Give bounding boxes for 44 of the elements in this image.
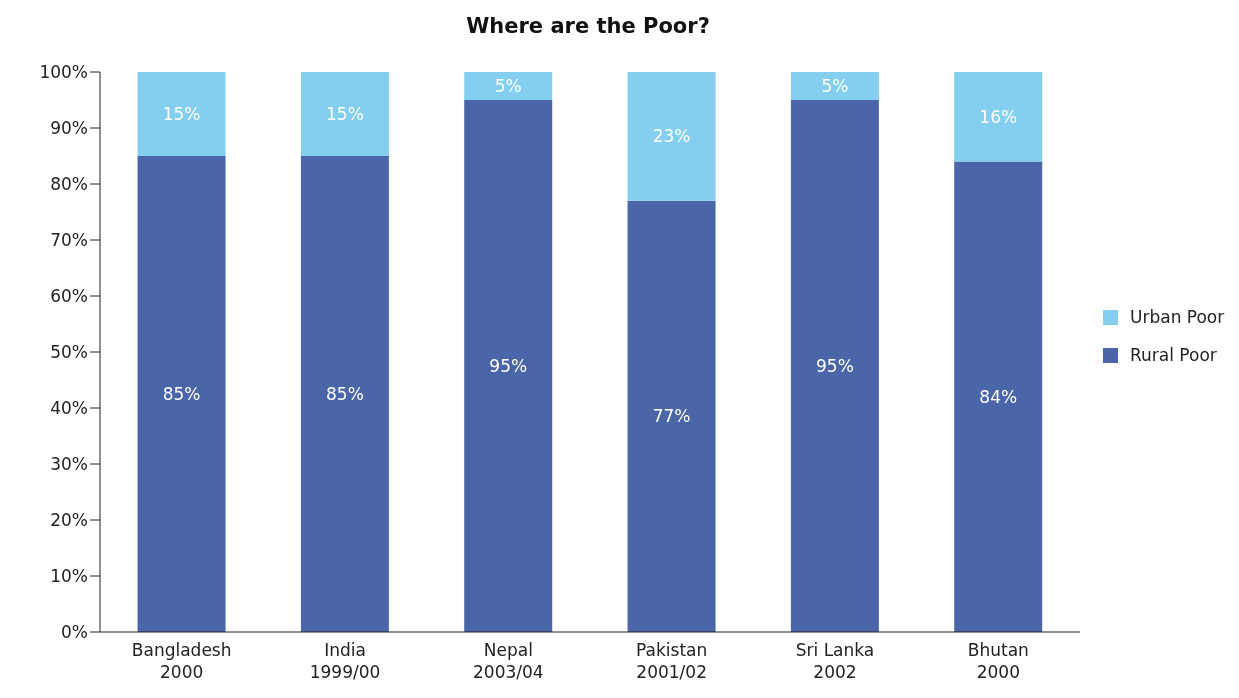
legend-label: Rural Poor — [1130, 345, 1217, 365]
y-tick-label: 20% — [50, 510, 88, 531]
bar — [137, 72, 226, 156]
data-label: 85% — [326, 384, 364, 404]
x-tick-label: Nepal 2003/04 — [473, 640, 544, 682]
chart-title: Where are the Poor? — [465, 14, 711, 38]
y-tick-label: 90% — [50, 118, 88, 139]
x-tick-label: Pakistan 2001/02 — [636, 640, 708, 682]
legend-label: Urban Poor — [1130, 307, 1225, 327]
x-tick-label: Sri Lanka 2002 — [795, 640, 875, 682]
y-tick-label: 40% — [50, 398, 88, 419]
bar — [300, 72, 389, 156]
x-tick-label: Bangladesh 2000 — [131, 640, 232, 682]
bar — [300, 156, 389, 632]
data-label: 85% — [162, 384, 201, 404]
data-label: 5% — [821, 76, 849, 96]
y-tick-label: 50% — [50, 342, 88, 363]
y-tick-label: 30% — [50, 454, 88, 475]
bar — [627, 200, 716, 632]
bar — [790, 100, 879, 632]
bar — [137, 156, 226, 632]
y-tick-label: 0% — [61, 622, 88, 643]
data-label: 15% — [326, 104, 364, 124]
data-label: 16% — [979, 106, 1018, 127]
data-label: 95% — [816, 356, 854, 376]
y-tick-label: 60% — [50, 286, 88, 307]
bar — [464, 72, 553, 100]
y-tick-label: 80% — [50, 174, 88, 195]
y-tick-label: 10% — [50, 566, 88, 587]
x-tick-label: India 1999/00 — [309, 640, 381, 682]
bar — [627, 72, 716, 201]
data-label: 15% — [162, 104, 201, 124]
x-tick-label: Bhutan 2000 — [967, 640, 1029, 682]
data-label: 23% — [652, 126, 691, 147]
bar — [790, 72, 879, 100]
data-label: 5% — [494, 76, 522, 96]
bar — [464, 100, 553, 632]
data-label: 95% — [489, 356, 528, 376]
y-tick-label: 70% — [50, 230, 88, 251]
data-label: 77% — [652, 406, 691, 427]
y-tick-label: 100% — [39, 62, 88, 83]
bar — [954, 161, 1043, 632]
data-label: 84% — [979, 386, 1018, 407]
bar — [954, 72, 1043, 162]
